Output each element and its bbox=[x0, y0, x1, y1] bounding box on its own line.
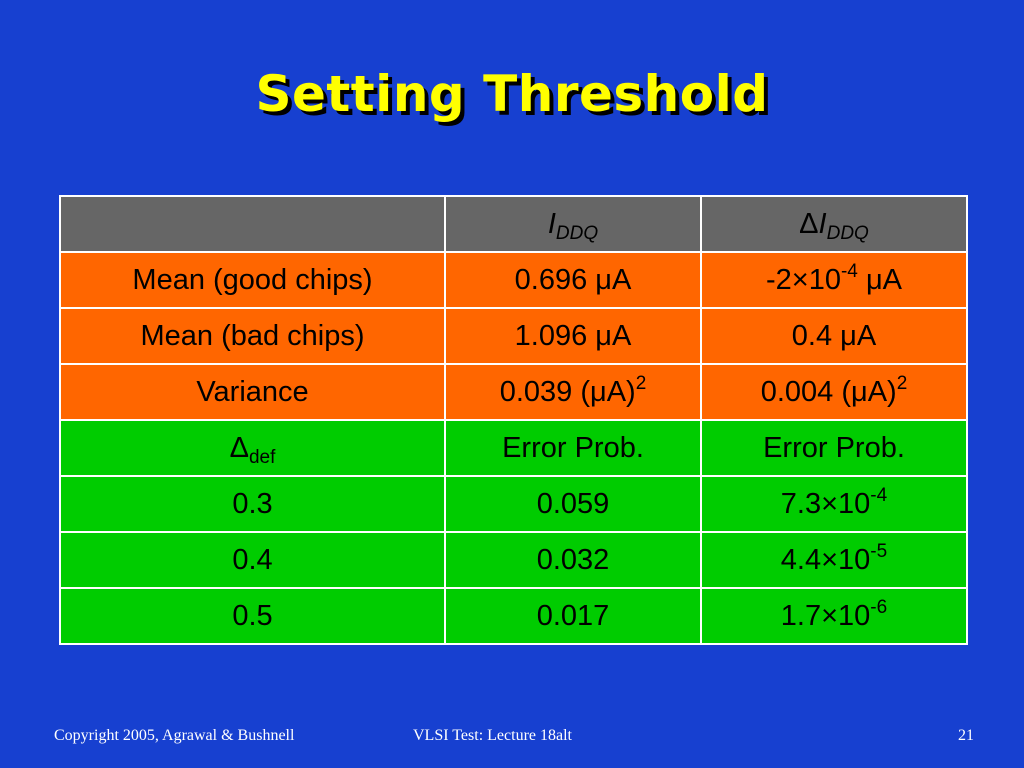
value-exponent: 2 bbox=[896, 372, 908, 394]
delta-symbol: Δ bbox=[799, 207, 819, 240]
error-prob-iddq: 0.059 bbox=[444, 475, 702, 533]
error-prob-iddq: 0.032 bbox=[444, 531, 702, 589]
delta-def-value: 0.3 bbox=[59, 475, 446, 533]
error-prob-delta-iddq: 1.7×10-6 bbox=[700, 587, 968, 645]
iddq-symbol: I bbox=[547, 207, 556, 240]
footer-course: VLSI Test: Lecture 18alt bbox=[413, 727, 572, 744]
table-row-variance: Variance 0.039 (μA)2 0.004 (μA)2 bbox=[59, 363, 968, 421]
value-base: 1.7×10 bbox=[780, 599, 871, 632]
value-exponent: -6 bbox=[870, 596, 888, 618]
table-row-error-header: Δdef Error Prob. Error Prob. bbox=[59, 419, 968, 477]
iddq-value: 0.039 (μA)2 bbox=[444, 363, 702, 421]
value-exponent: -4 bbox=[870, 484, 888, 506]
delta-iddq-value: 0.4 μA bbox=[700, 307, 968, 365]
iddq-value: 0.696 μA bbox=[444, 251, 702, 309]
delta-iddq-value: -2×10-4 μA bbox=[700, 251, 968, 309]
iddq-subscript: DDQ bbox=[555, 222, 599, 244]
value-exponent: -4 bbox=[840, 260, 858, 282]
slide-title: Setting Threshold bbox=[255, 65, 769, 123]
delta-iddq-value: 0.004 (μA)2 bbox=[700, 363, 968, 421]
table-row: 0.4 0.032 4.4×10-5 bbox=[59, 531, 968, 589]
threshold-table: IDDQ ΔIDDQ Mean (good chips) 0.696 μA -2… bbox=[59, 195, 968, 645]
error-prob-iddq: 0.017 bbox=[444, 587, 702, 645]
row-label: Mean (good chips) bbox=[59, 251, 446, 309]
footer-page-number: 21 bbox=[958, 727, 974, 744]
table-row: 0.5 0.017 1.7×10-6 bbox=[59, 587, 968, 645]
iddq-symbol: I bbox=[818, 207, 827, 240]
header-cell-blank bbox=[59, 195, 446, 253]
iddq-subscript: DDQ bbox=[826, 222, 869, 244]
value-base: -2×10 bbox=[766, 263, 841, 296]
row-label: Mean (bad chips) bbox=[59, 307, 446, 365]
header-cell-iddq: IDDQ bbox=[444, 195, 702, 253]
delta-def-value: 0.4 bbox=[59, 531, 446, 589]
delta-def-header: Δdef bbox=[59, 419, 446, 477]
error-prob-header: Error Prob. bbox=[700, 419, 968, 477]
table-row-mean-good: Mean (good chips) 0.696 μA -2×10-4 μA bbox=[59, 251, 968, 309]
error-prob-delta-iddq: 4.4×10-5 bbox=[700, 531, 968, 589]
value-base: 4.4×10 bbox=[780, 543, 871, 576]
row-label: Variance bbox=[59, 363, 446, 421]
footer-copyright: Copyright 2005, Agrawal & Bushnell bbox=[54, 727, 295, 744]
value-exponent: -5 bbox=[870, 540, 888, 562]
value-base: 7.3×10 bbox=[780, 487, 871, 520]
iddq-value: 1.096 μA bbox=[444, 307, 702, 365]
value-base: 0.039 (μA) bbox=[499, 375, 636, 408]
value-unit: μA bbox=[857, 263, 902, 296]
table-row: 0.3 0.059 7.3×10-4 bbox=[59, 475, 968, 533]
error-prob-header: Error Prob. bbox=[444, 419, 702, 477]
def-subscript: def bbox=[248, 446, 276, 468]
delta-def-value: 0.5 bbox=[59, 587, 446, 645]
table-row-mean-bad: Mean (bad chips) 1.096 μA 0.4 μA bbox=[59, 307, 968, 365]
value-exponent: 2 bbox=[635, 372, 647, 394]
error-prob-delta-iddq: 7.3×10-4 bbox=[700, 475, 968, 533]
table-header-row: IDDQ ΔIDDQ bbox=[59, 195, 968, 253]
delta-symbol: Δ bbox=[229, 431, 249, 464]
header-cell-delta-iddq: ΔIDDQ bbox=[700, 195, 968, 253]
value-base: 0.4 μA bbox=[791, 319, 877, 352]
value-base: 0.004 (μA) bbox=[760, 375, 897, 408]
